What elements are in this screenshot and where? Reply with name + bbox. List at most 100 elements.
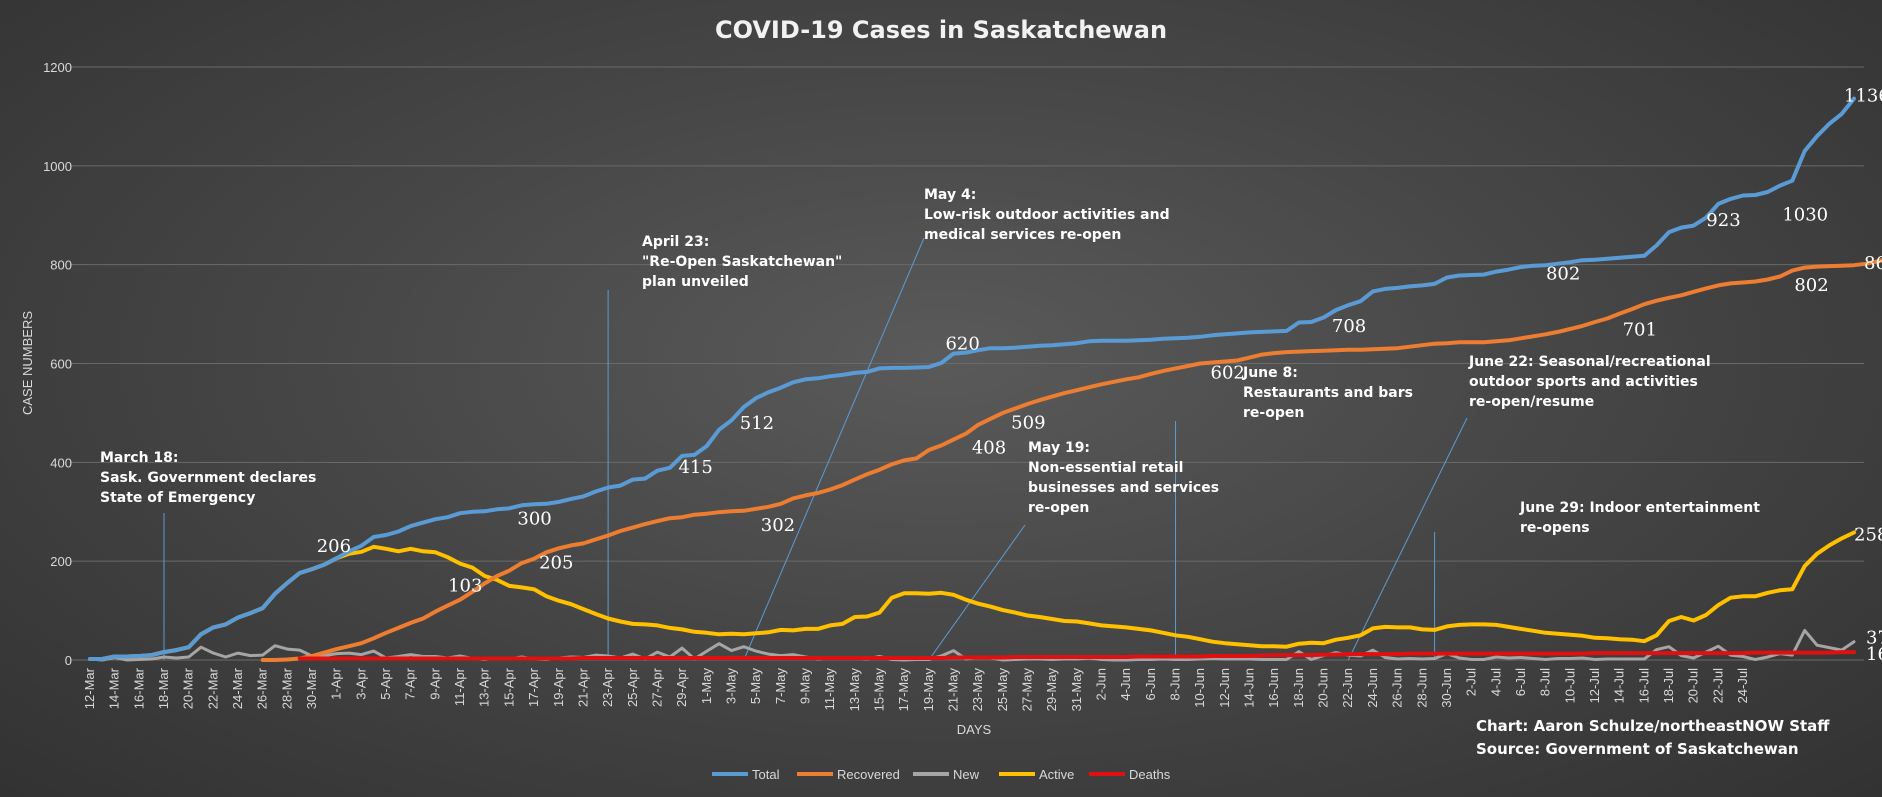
- x-tick-label: 5-May: [748, 668, 763, 705]
- annotation-line: medical services re-open: [924, 227, 1121, 243]
- data-label-recovered: 205: [539, 553, 573, 574]
- x-tick-label: 22-Jun: [1340, 668, 1355, 708]
- x-tick-label: 20-Jun: [1316, 668, 1331, 708]
- series-line-recovered: [260, 258, 1882, 662]
- x-tick-label: 18-Mar: [156, 667, 171, 709]
- x-tick-label: 10-Jun: [1192, 668, 1207, 708]
- x-tick-label: 18-Jul: [1661, 668, 1676, 704]
- y-tick-labels: 0 200 400 600 800 1000 1200: [43, 60, 72, 668]
- annotation-leader-line: [743, 237, 925, 661]
- annotation-line: Low-risk outdoor activities and: [924, 207, 1170, 223]
- x-tick-label: 2-Jul: [1464, 668, 1479, 696]
- x-tick-label: 7-May: [773, 668, 788, 705]
- annotation-line: May 19:: [1028, 440, 1090, 456]
- x-tick-label: 14-Mar: [107, 667, 122, 709]
- data-labels: 206 103 205 300 302 415 512 408 620 509 602 708 701 8…: [317, 86, 1882, 665]
- x-tick-label: 15-Apr: [501, 667, 516, 707]
- x-tick-label: 3-May: [723, 668, 738, 705]
- x-tick-label: 9-Apr: [427, 667, 442, 699]
- x-tick-label: 19-Apr: [551, 667, 566, 707]
- x-tick-label: 24-Jul: [1735, 668, 1750, 704]
- annotation-leader-line: [928, 524, 1026, 661]
- data-label-total: 300: [517, 508, 551, 529]
- credit-author: Chart: Aaron Schulze/northeastNOW Staff: [1476, 717, 1830, 735]
- x-tick-label: 8-Jul: [1538, 668, 1553, 696]
- data-label-recovered: 302: [761, 515, 795, 536]
- y-tick-label: 600: [50, 357, 72, 372]
- annotation-line: Restaurants and bars: [1243, 385, 1413, 401]
- x-tick-label: 25-May: [995, 668, 1010, 712]
- x-axis-title: DAYS: [957, 722, 992, 737]
- x-tick-label: 29-May: [1044, 668, 1059, 712]
- x-tick-label: 30-Mar: [304, 667, 319, 709]
- x-tick-label: 9-May: [797, 668, 812, 705]
- x-tick-label: 1-May: [699, 668, 714, 705]
- annotation-line: June 8:: [1242, 365, 1298, 381]
- series-line-active: [88, 530, 1856, 661]
- data-label-total: 620: [945, 334, 979, 355]
- legend-label-deaths: Deaths: [1129, 767, 1171, 782]
- x-tick-label: 6-Jul: [1513, 668, 1528, 696]
- event-annotation: June 8: Restaurants and bars re-open: [1242, 365, 1413, 421]
- data-label-recovered: 701: [1623, 320, 1657, 341]
- x-tick-label: 29-Apr: [674, 667, 689, 707]
- x-tick-label: 1-Apr: [329, 667, 344, 699]
- x-tick-label: 25-Apr: [625, 667, 640, 707]
- x-tick-label: 14-Jul: [1612, 668, 1627, 704]
- x-tick-label: 21-Apr: [575, 667, 590, 707]
- x-tick-label: 12-Mar: [82, 667, 97, 709]
- x-tick-label: 20-Jul: [1686, 668, 1701, 704]
- y-tick-label: 800: [50, 258, 72, 273]
- y-tick-label: 400: [50, 455, 72, 470]
- event-annotation: March 18: Sask. Government declares State …: [100, 450, 316, 506]
- annotation-line: outdoor sports and activities: [1469, 374, 1698, 390]
- event-annotation: May 4: Low-risk outdoor activities and med…: [924, 187, 1170, 243]
- data-label-total: 708: [1332, 316, 1366, 337]
- x-tick-labels: 12-Mar 14-Mar 16-Mar 18-Mar 20-Mar 22-Mar 24-M…: [82, 667, 1750, 711]
- x-tick-label: 11-Apr: [452, 667, 467, 706]
- x-tick-label: 22-Mar: [205, 667, 220, 709]
- x-tick-label: 4-Jul: [1488, 668, 1503, 696]
- x-tick-label: 18-Jun: [1291, 668, 1306, 708]
- x-tick-label: 16-Mar: [131, 667, 146, 709]
- x-tick-label: 23-Apr: [600, 667, 615, 707]
- x-tick-label: 19-May: [921, 668, 936, 712]
- x-tick-label: 6-Jun: [1143, 668, 1158, 701]
- data-label-new: 37: [1866, 628, 1882, 649]
- credit-source: Source: Government of Saskatchewan: [1476, 740, 1799, 758]
- data-label-total: 512: [740, 413, 774, 434]
- x-tick-label: 17-May: [896, 668, 911, 712]
- y-tick-label: 1200: [43, 60, 72, 75]
- legend-label-new: New: [953, 767, 980, 782]
- event-annotation: June 29: Indoor entertainment re-opens: [1519, 500, 1760, 536]
- x-tick-label: 4-Jun: [1118, 668, 1133, 701]
- legend-label-recovered: Recovered: [837, 767, 900, 782]
- y-tick-label: 1000: [43, 159, 72, 174]
- data-label-total: 1136: [1844, 86, 1882, 107]
- x-tick-label: 15-May: [871, 668, 886, 712]
- y-tick-label: 0: [65, 653, 72, 668]
- legend-label-active: Active: [1039, 767, 1074, 782]
- event-annotations: March 18: Sask. Government declares State …: [100, 187, 1760, 536]
- annotation-line: businesses and services: [1028, 480, 1219, 496]
- x-tick-label: 24-Mar: [230, 667, 245, 709]
- x-tick-label: 11-May: [822, 668, 837, 711]
- annotation-line: plan unveiled: [642, 274, 749, 290]
- legend: Total Recovered New Active Deaths: [712, 767, 1171, 782]
- annotation-leader-line: [1347, 417, 1468, 661]
- annotation-line: re-opens: [1520, 520, 1590, 536]
- data-label-recovered: 802: [1794, 275, 1828, 296]
- x-tick-label: 12-Jun: [1217, 668, 1232, 708]
- data-label-total: 802: [1546, 264, 1580, 285]
- x-tick-label: 13-Apr: [477, 667, 492, 707]
- series-line-total: [88, 96, 1856, 661]
- x-tick-label: 26-Mar: [255, 667, 270, 709]
- data-label-recovered: 602: [1211, 363, 1245, 384]
- x-tick-label: 27-May: [1020, 668, 1035, 712]
- x-tick-label: 20-Mar: [181, 667, 196, 709]
- data-label-recovered: 408: [972, 438, 1006, 459]
- y-tick-label: 200: [50, 554, 72, 569]
- gridlines: [70, 66, 1864, 661]
- x-tick-label: 27-Apr: [649, 667, 664, 707]
- x-tick-label: 16-Jul: [1636, 668, 1651, 704]
